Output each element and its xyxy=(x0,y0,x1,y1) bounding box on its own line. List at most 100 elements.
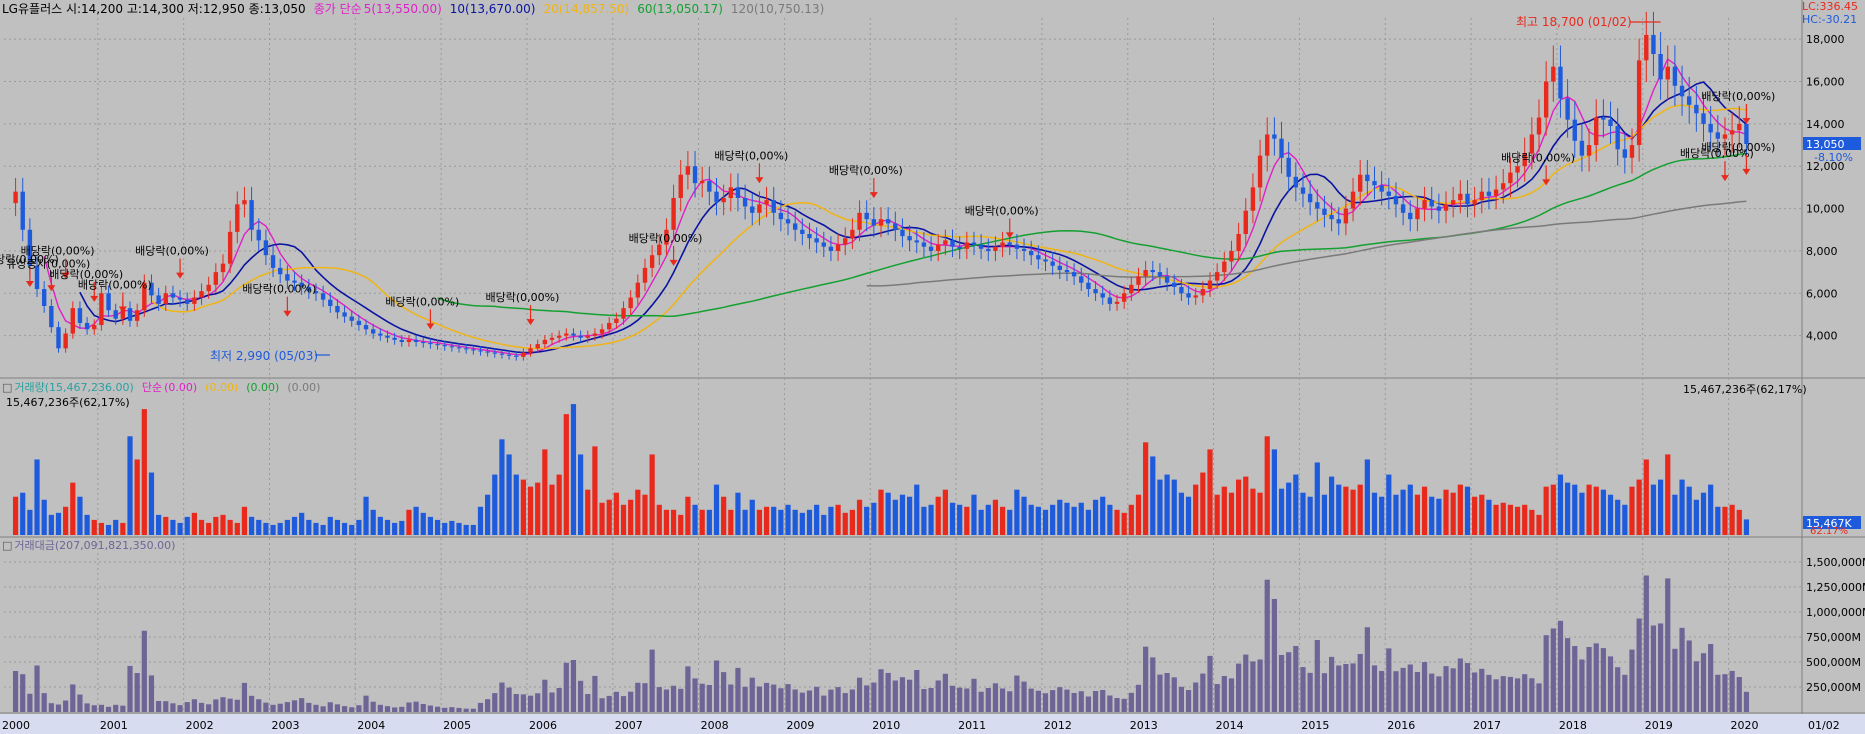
volume-bar xyxy=(1164,474,1170,535)
amount-bar xyxy=(921,689,927,712)
volume-bar xyxy=(1693,499,1699,535)
amount-bar xyxy=(1557,620,1564,712)
amount-bar xyxy=(685,666,691,712)
candle-body xyxy=(1028,250,1034,256)
ma10-legend[interactable]: 10(13,670.00) xyxy=(449,2,536,16)
amount-bar xyxy=(1593,643,1599,712)
candle-body xyxy=(478,350,483,352)
volume-bar xyxy=(885,492,891,535)
volume-bar xyxy=(578,454,584,535)
candle-body xyxy=(1064,270,1070,273)
candle-body xyxy=(120,308,126,319)
amount-bar xyxy=(871,682,877,712)
x-tick-label: 2012 xyxy=(1044,719,1072,732)
amount-legend-label[interactable]: 거래대금(207,091,821,350.00) xyxy=(14,539,176,552)
candle-body xyxy=(506,354,512,356)
candle-body xyxy=(263,240,269,256)
ma120-legend[interactable]: 120(10,750.13) xyxy=(730,2,825,16)
volume-ma-label[interactable]: 단순 xyxy=(141,381,163,394)
volume-bar xyxy=(1522,504,1528,535)
volume-bar xyxy=(549,484,555,535)
volume-bar xyxy=(656,504,662,535)
ma5-legend[interactable]: 5(13,550.00) xyxy=(363,2,442,16)
current-price-tag xyxy=(1803,137,1861,150)
amount-bar xyxy=(914,670,920,712)
volume-pct-value: 62.17% xyxy=(1810,526,1848,537)
candle-body xyxy=(1493,189,1499,196)
candle-body xyxy=(49,306,54,328)
amount-bar xyxy=(1143,646,1149,712)
candle-body xyxy=(1007,242,1012,245)
volume-bar xyxy=(377,516,383,535)
volume-bar xyxy=(849,509,855,535)
amount-bar xyxy=(184,702,190,712)
volume-bar xyxy=(1271,449,1277,535)
volume-legend-label[interactable]: 거래량(15,467,236.00) xyxy=(14,381,134,394)
dividend-arrow-head xyxy=(1742,118,1751,124)
candle-body xyxy=(1408,212,1413,220)
candle-body xyxy=(306,286,312,292)
candle-body xyxy=(642,267,648,283)
amount-bar xyxy=(12,670,19,712)
candle-body xyxy=(1479,191,1484,201)
high-price-label: 최고 18,700 (01/02) xyxy=(1516,15,1632,29)
volume-bar xyxy=(1236,479,1242,535)
volume-bar xyxy=(1436,498,1442,535)
candle-body xyxy=(843,238,848,245)
candle-body xyxy=(1393,195,1399,205)
ma60-legend[interactable]: 60(13,050.17) xyxy=(637,2,723,16)
candle-body xyxy=(785,219,791,224)
volume-bar xyxy=(928,504,934,535)
dividend-label: 배당락(0,00%) xyxy=(1701,90,1775,103)
volume-legend-icon: □ xyxy=(2,381,13,394)
amount-bar xyxy=(678,688,684,712)
candle-body xyxy=(399,339,404,342)
amount-bar xyxy=(699,683,705,712)
amount-bar xyxy=(392,707,398,712)
candle-body xyxy=(456,347,462,349)
volume-bar xyxy=(806,509,813,535)
candle-body xyxy=(1343,208,1349,224)
amount-bar xyxy=(1629,649,1635,712)
amount-bar xyxy=(799,692,805,712)
amount-bar xyxy=(842,693,848,712)
volume-bar xyxy=(263,522,269,535)
candle-body xyxy=(821,242,826,247)
amount-bar xyxy=(878,669,884,712)
candle-body xyxy=(1551,66,1556,82)
amount-bar xyxy=(77,694,83,712)
volume-bar xyxy=(341,522,348,535)
amount-bar xyxy=(370,701,376,712)
candle-body xyxy=(242,200,247,205)
dividend-label: 배당락(0,00%) xyxy=(21,245,95,258)
candle-body xyxy=(1465,193,1470,205)
candle-body xyxy=(1558,66,1563,99)
amount-bar xyxy=(84,703,90,712)
dividend-label: 배당락(0,00%) xyxy=(629,232,703,245)
candle-body xyxy=(99,293,104,326)
price-tick-label: 12,000 xyxy=(1806,160,1845,173)
amount-bar xyxy=(1028,688,1034,712)
volume-bar xyxy=(1472,496,1478,535)
candle-body xyxy=(1415,208,1420,220)
candle-body xyxy=(742,198,748,207)
amount-bar xyxy=(1657,623,1664,712)
candle-body xyxy=(270,255,276,268)
amount-bar xyxy=(1464,663,1471,712)
candle-body xyxy=(1071,272,1077,277)
x-tick-label: 2013 xyxy=(1130,719,1158,732)
volume-bar xyxy=(1708,484,1714,535)
amount-bar xyxy=(742,686,748,712)
candle-body xyxy=(292,280,297,283)
amount-bar xyxy=(1350,663,1356,712)
volume-bar xyxy=(921,506,927,535)
ma20-legend[interactable]: 20(14,857.50) xyxy=(543,2,630,16)
candle-body xyxy=(1143,270,1148,277)
volume-ma4: (0.00) xyxy=(287,381,321,394)
volume-bar xyxy=(985,504,991,535)
volume-bar xyxy=(127,436,133,535)
candle-body xyxy=(77,308,83,323)
amount-bar xyxy=(156,701,162,712)
candle-body xyxy=(370,329,376,334)
